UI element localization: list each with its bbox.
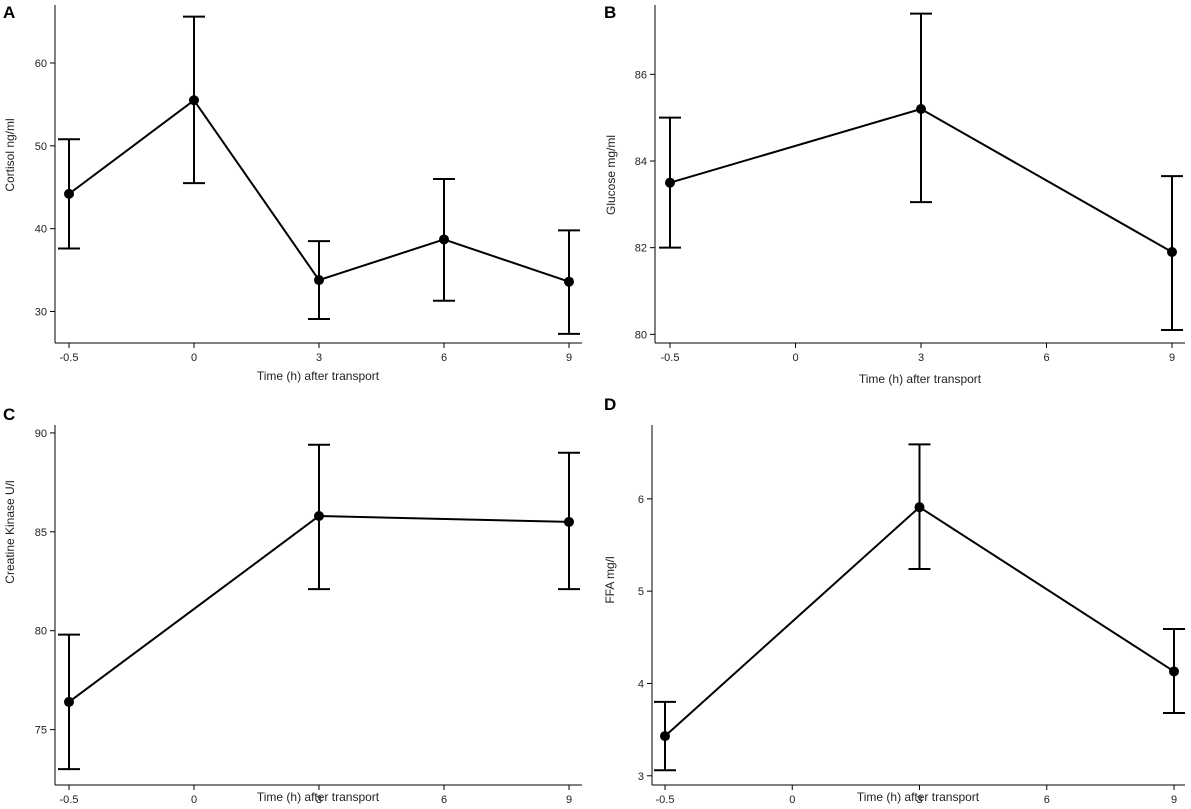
data-point [64,188,74,199]
x-tick-label: 9 [566,794,572,806]
y-tick-label: 84 [635,156,647,168]
x-tick-label: 6 [1043,352,1049,364]
y-tick-label: 80 [635,329,647,341]
plot-area [654,443,1185,772]
panel-letter: C [3,405,15,424]
y-tick-label: 30 [35,307,47,319]
x-tick-label: 6 [441,794,447,806]
data-point [314,275,324,286]
panel-letter: B [604,3,616,22]
x-ticks: -0.5 0 3 6 9 [60,785,572,806]
panel-b: B 80 82 84 86 -0.5 0 3 6 9 Time (h) after trans… [604,3,1185,386]
y-tick-label: 3 [638,771,644,783]
y-axis-title: Glucose mg/ml [604,135,618,215]
plot-area [58,443,580,771]
y-ticks: 30 40 50 60 [35,58,55,319]
y-tick-label: 60 [35,58,47,70]
x-tick-label: -0.5 [656,794,675,806]
panel-letter: D [604,395,616,414]
panel-c: C 75 80 85 90 -0.5 0 3 6 9 Time (h) after trans… [3,405,582,806]
data-point [665,177,675,188]
panel-a: A 30 40 50 60 -0.5 0 3 6 9 Time (h) after trans… [3,3,582,383]
x-tick-label: 6 [441,352,447,364]
y-tick-label: 85 [35,527,47,539]
data-point [1167,247,1177,257]
data-point [914,502,925,513]
x-axis-title: Time (h) after transport [257,369,380,383]
data-point [64,696,74,707]
data-point [314,510,324,521]
data-point [564,516,574,527]
y-ticks: 80 82 84 86 [635,69,655,341]
y-axis-title: FFA mg/l [603,556,617,603]
x-tick-label: 3 [918,352,924,364]
plot-area [659,12,1183,331]
data-point [660,731,670,742]
data-point [916,104,926,114]
data-point [1169,666,1179,677]
x-tick-label: -0.5 [60,352,79,364]
y-axis-title: Cortisol ng/ml [3,118,17,191]
y-tick-label: 5 [638,586,644,598]
x-ticks: -0.5 0 3 6 9 [661,343,1175,364]
y-ticks: 75 80 85 90 [35,428,55,737]
y-tick-label: 86 [635,69,647,81]
data-point [189,95,199,106]
panel-letter: A [3,3,15,22]
x-tick-label: -0.5 [60,794,79,806]
x-axis-title: Time (h) after transport [857,790,980,804]
y-tick-label: 90 [35,428,47,440]
x-tick-label: 3 [316,352,322,364]
panel-d: D 3 4 5 6 -0.5 0 3 6 9 Time (h) after transport… [603,395,1185,806]
x-axis-title: Time (h) after transport [859,372,982,386]
x-tick-label: 0 [191,794,197,806]
y-tick-label: 6 [638,494,644,506]
data-point [439,234,449,245]
x-axis-title: Time (h) after transport [257,790,380,804]
plot-area [58,15,580,335]
x-tick-label: 0 [789,794,795,806]
data-point [564,276,574,287]
x-tick-label: 0 [191,352,197,364]
y-tick-label: 40 [35,224,47,236]
x-tick-label: 9 [1171,794,1177,806]
y-tick-label: 4 [638,678,644,690]
y-tick-label: 80 [35,626,47,638]
x-ticks: -0.5 0 3 6 9 [60,343,572,364]
y-ticks: 3 4 5 6 [638,494,652,783]
x-tick-label: 9 [1169,352,1175,364]
y-axis-title: Creatine Kinase U/l [3,480,17,583]
y-tick-label: 82 [635,243,647,255]
x-tick-label: 3 [916,794,922,806]
x-tick-label: 6 [1044,794,1050,806]
x-tick-label: 9 [566,352,572,364]
x-tick-label: 0 [792,352,798,364]
y-tick-label: 75 [35,725,47,737]
x-ticks: -0.5 0 3 6 9 [656,785,1177,806]
x-tick-label: -0.5 [661,352,680,364]
y-tick-label: 50 [35,141,47,153]
x-tick-label: 3 [316,794,322,806]
